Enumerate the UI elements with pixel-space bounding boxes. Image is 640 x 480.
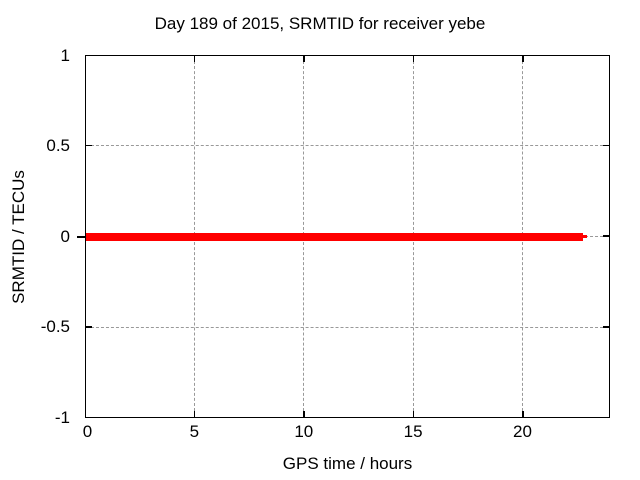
chart-title: Day 189 of 2015, SRMTID for receiver yeb…: [154, 14, 486, 33]
data-series-line: [86, 232, 583, 241]
grid-line-horizontal: [86, 145, 608, 147]
data-series-line-end: [583, 235, 587, 238]
y-tick-label: -0.5: [40, 317, 70, 337]
x-tick-label: 10: [294, 422, 314, 441]
x-tick-label: 15: [403, 422, 423, 441]
x-tick-label: 5: [189, 422, 200, 441]
y-tick-label: 0: [60, 226, 70, 246]
y-tick-label: -1: [54, 408, 70, 427]
x-tick-mark: [303, 56, 305, 62]
x-tick-mark: [412, 56, 415, 62]
grid-line-horizontal: [86, 326, 608, 328]
x-tick-label: 0: [82, 422, 93, 441]
y-tick-mark: [86, 144, 92, 146]
x-tick-mark: [193, 411, 196, 417]
y-tick-mark: [603, 144, 609, 146]
x-tick-mark: [522, 56, 524, 62]
x-tick-mark: [303, 411, 305, 417]
y-tick-mark: [86, 326, 92, 328]
plot-area: [85, 55, 610, 418]
y-tick-label: 1: [60, 45, 70, 65]
y-zero-outer-tick: [77, 235, 85, 238]
x-tick-mark: [193, 56, 196, 62]
x-tick-mark: [412, 411, 415, 417]
x-tick-label: 20: [513, 422, 532, 441]
x-axis-label: GPS time / hours: [282, 454, 413, 473]
x-tick-mark: [522, 411, 524, 417]
y-tick-mark: [603, 235, 609, 237]
y-tick-mark: [603, 326, 609, 328]
y-tick-label: 0.5: [46, 135, 70, 155]
